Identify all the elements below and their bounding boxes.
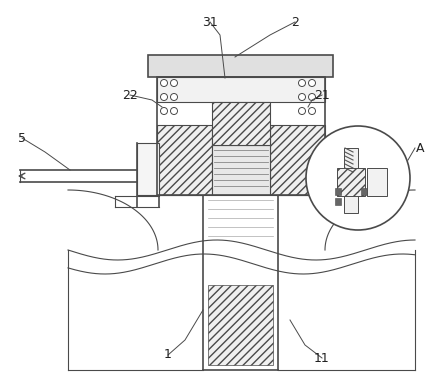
Bar (361, 188, 367, 195)
Bar (322, 143, 344, 195)
Circle shape (306, 126, 410, 230)
Circle shape (308, 107, 315, 114)
Circle shape (171, 79, 178, 87)
Bar (335, 198, 341, 205)
Bar (208, 285, 273, 365)
Bar (335, 188, 341, 195)
Text: 11: 11 (314, 352, 330, 365)
Text: 1: 1 (164, 348, 172, 362)
Bar (337, 168, 365, 196)
Text: A: A (416, 142, 424, 154)
Text: 5: 5 (18, 132, 26, 144)
Bar (157, 77, 325, 195)
Bar (212, 102, 270, 145)
Circle shape (160, 107, 167, 114)
Circle shape (299, 107, 306, 114)
Bar (367, 168, 387, 196)
Bar (137, 143, 159, 195)
Bar (344, 148, 358, 213)
Circle shape (171, 94, 178, 100)
Bar (157, 77, 325, 102)
Bar (384, 172, 398, 194)
Circle shape (308, 94, 315, 100)
Bar (148, 55, 333, 77)
Bar (270, 125, 325, 195)
Text: 22: 22 (122, 89, 138, 102)
Bar (157, 125, 212, 195)
Bar (212, 145, 270, 195)
Circle shape (308, 79, 315, 87)
Circle shape (171, 107, 178, 114)
Circle shape (160, 79, 167, 87)
Text: 21: 21 (314, 89, 330, 102)
Circle shape (299, 94, 306, 100)
Circle shape (160, 94, 167, 100)
Text: 31: 31 (202, 15, 218, 28)
Circle shape (299, 79, 306, 87)
Text: 2: 2 (291, 15, 299, 28)
